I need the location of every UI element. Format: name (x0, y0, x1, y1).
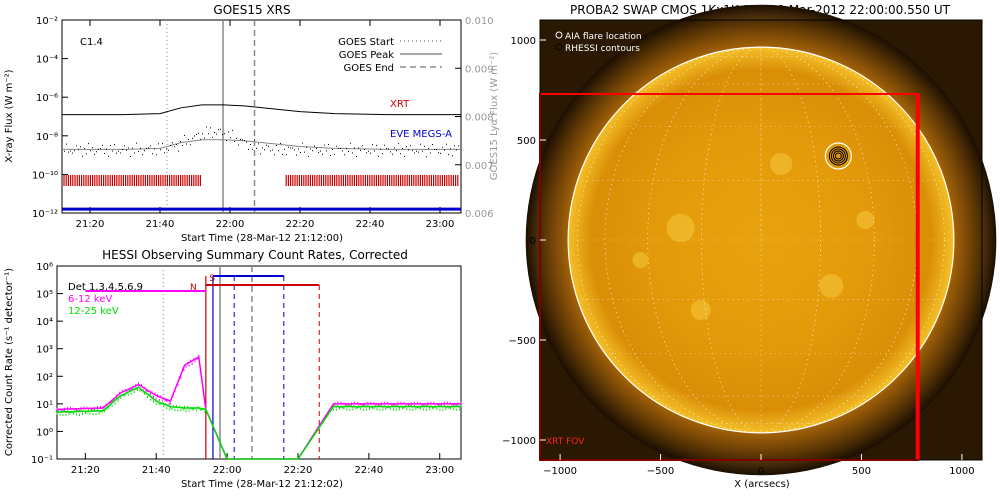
rhessi-contour (828, 146, 848, 166)
hessi-series-line-0 (56, 355, 461, 460)
active-region (819, 273, 844, 299)
goes-legend-label: GOES Start (338, 37, 394, 48)
goes-ylabel-right: GOES15 Lyα Flux (W m⁻²) (489, 52, 500, 180)
rhessi-contour (834, 152, 842, 160)
hessi-ytick-label: 10¹ (36, 400, 53, 411)
hessi-ylabel: Corrected Count Rate (s⁻¹ detector⁻¹) (4, 268, 15, 456)
hessi-xtick-label: 22:40 (354, 465, 383, 476)
goes-xtick-label: 22:00 (216, 219, 245, 230)
hessi-series-noise-1 (56, 385, 462, 417)
goes-ytick-label: 10⁻¹² (32, 209, 58, 220)
active-region (856, 210, 875, 230)
goes-ytick-label: 10⁻⁶ (36, 93, 58, 104)
hessi-xtick-label: 21:40 (142, 465, 171, 476)
hessi-series-line-1 (56, 386, 461, 460)
swap-xlabel: X (arcsecs) (734, 479, 790, 490)
goes-ylabel: X-ray Flux (W m⁻²) (4, 69, 15, 162)
goes-xtick-label: 21:20 (76, 219, 105, 230)
hessi-xtick-label: 23:00 (425, 465, 454, 476)
goes-long-channel-line (62, 104, 461, 116)
swap-legend-marker (555, 31, 563, 39)
swap-xtick-label: 500 (852, 466, 871, 477)
hessi-legend-label: 12-25 keV (68, 306, 119, 317)
swap-ytick-label: 0 (530, 236, 536, 247)
goes-ytick-right-label: 0.007 (465, 161, 494, 172)
solar-image: XRT FOV (525, 4, 997, 476)
active-region (666, 213, 695, 243)
hessi-title: HESSI Observing Summary Count Rates, Cor… (102, 248, 408, 262)
swap-ytick-label: −500 (509, 336, 536, 347)
swap-ytick-label: 500 (517, 136, 536, 147)
goes-ytick-label: 10⁻¹⁰ (32, 170, 58, 181)
goes-xtick-label: 22:40 (356, 219, 385, 230)
goes-legend: GOES Start GOES Peak GOES End (338, 37, 442, 74)
goes-ytick-right-label: 0.009 (465, 64, 494, 75)
goes-ytick-label: 10⁻² (36, 16, 58, 27)
rhessi-contour (830, 148, 846, 164)
hessi-ytick-label: 10⁰ (36, 427, 53, 438)
hessi-xtick-label: 22:20 (284, 465, 313, 476)
swap-xtick-label: 0 (758, 466, 764, 477)
xrt-fov-label: XRT FOV (546, 437, 585, 447)
hessi-ytick-label: 10⁶ (36, 262, 53, 273)
hessi-legend-title: Det 1,3,4,5,6,9 (68, 282, 143, 293)
eve-series-label: EVE MEGS-A (390, 129, 452, 140)
hessi-xtick-label: 21:20 (71, 465, 100, 476)
swap-ytick-label: 1000 (511, 36, 536, 47)
goes-ytick-right-label: 0.008 (465, 113, 494, 124)
night-marker: N (190, 283, 197, 293)
goes-title: GOES15 XRS (213, 3, 290, 17)
goes-ytick-label: 10⁻⁸ (36, 132, 58, 143)
xrt-series-label: XRT (390, 99, 410, 110)
hessi-ytick-label: 10⁴ (36, 317, 53, 328)
hessi-ytick-label: 10³ (36, 345, 53, 356)
grid-meridian (701, 46, 821, 434)
goes-xtick-label: 21:40 (146, 219, 175, 230)
active-region (632, 251, 649, 269)
swap-ytick-label: −1000 (502, 436, 536, 447)
goes-legend-label: GOES End (344, 63, 394, 74)
grid-meridian (647, 46, 875, 434)
goes-ytick-label: 10⁻⁴ (36, 55, 58, 66)
goes-lyman-alpha-line (62, 139, 461, 150)
rhessi-contour (832, 150, 844, 162)
solar-limb (567, 46, 955, 434)
swap-legend-label: RHESSI contours (565, 44, 640, 54)
swap-legend: AIA flare location RHESSI contours (555, 31, 642, 54)
swap-legend-label: AIA flare location (565, 32, 642, 42)
active-region (770, 152, 793, 176)
swap-xtick-label: −1000 (543, 466, 577, 477)
active-region (690, 299, 711, 321)
goes-xtick-label: 23:00 (426, 219, 455, 230)
hessi-plot-frame (56, 265, 462, 460)
swap-legend-marker (555, 43, 563, 51)
hessi-xtick-label: 22:00 (213, 465, 242, 476)
xrt-observation-bars (63, 175, 459, 186)
swap-xtick-label: −500 (647, 466, 674, 477)
goes-annotation: C1.4 (80, 37, 103, 48)
hessi-ytick-label: 10⁵ (36, 290, 53, 301)
hessi-xlabel: Start Time (28-Mar-12 21:12:02) (181, 479, 343, 490)
hessi-legend-label: 6-12 keV (68, 294, 112, 305)
goes-xlabel: Start Time (28-Mar-12 21:12:00) (181, 233, 343, 244)
goes-xtick-label: 22:20 (286, 219, 315, 230)
hessi-ytick-label: 10² (36, 372, 53, 383)
swap-xtick-label: 1000 (949, 466, 974, 477)
goes-ytick-right-label: 0.006 (465, 209, 494, 220)
goes-legend-label: GOES Peak (339, 50, 394, 61)
hessi-ytick-label: 10⁻¹ (31, 455, 53, 466)
saa-marker: S (209, 274, 215, 284)
goes-short-channel-dots (64, 126, 459, 158)
goes-ytick-right-label: 0.010 (465, 16, 494, 27)
aia-flare-location-circle (824, 142, 852, 170)
